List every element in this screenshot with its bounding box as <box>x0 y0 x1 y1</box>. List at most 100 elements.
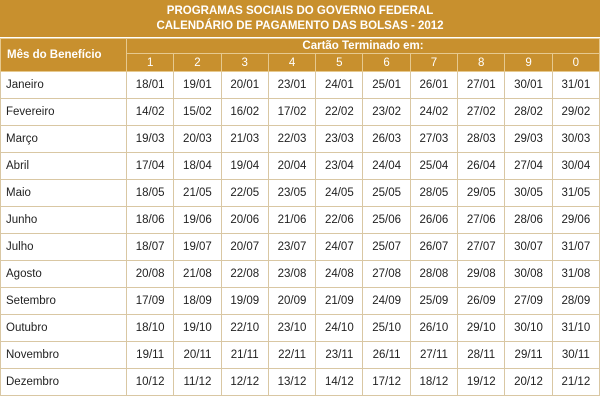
date-cell: 19/12 <box>457 368 506 396</box>
month-cell: Agosto <box>0 260 127 288</box>
table-row: Junho 18/06 19/06 20/06 21/06 22/06 25/06 26/06… <box>0 206 600 234</box>
date-cell: 26/01 <box>409 71 459 99</box>
date-cell: 26/10 <box>409 314 459 342</box>
date-cell: 25/05 <box>362 179 411 207</box>
date-cell: 28/03 <box>457 125 506 153</box>
date-cell: 20/08 <box>125 260 175 288</box>
date-cell: 24/01 <box>315 71 364 99</box>
date-cell: 18/07 <box>125 233 175 261</box>
date-cell: 24/02 <box>409 98 459 126</box>
date-cell: 23/07 <box>267 233 317 261</box>
date-cell: 22/05 <box>220 179 269 207</box>
table-row: Fevereiro 14/02 15/02 16/02 17/02 22/02 23/02 2… <box>0 98 600 126</box>
date-cell: 28/02 <box>504 98 553 126</box>
date-cell: 16/02 <box>220 98 269 126</box>
date-cell: 31/08 <box>551 260 600 288</box>
date-cell: 30/11 <box>551 341 600 369</box>
date-cell: 19/07 <box>173 233 222 261</box>
date-cell: 20/01 <box>220 71 269 99</box>
date-cell: 23/05 <box>267 179 317 207</box>
table-row: Dezembro 10/12 11/12 12/12 13/12 14/12 17/12 18… <box>0 368 600 396</box>
date-cell: 25/04 <box>409 152 459 180</box>
date-cell: 11/12 <box>173 368 222 396</box>
date-cell: 23/04 <box>315 152 364 180</box>
date-cell: 29/06 <box>551 206 600 234</box>
digit-header: 3 <box>220 53 269 72</box>
date-cell: 31/10 <box>551 314 600 342</box>
date-cell: 22/10 <box>220 314 269 342</box>
date-cell: 18/06 <box>125 206 175 234</box>
date-cell: 29/03 <box>504 125 553 153</box>
date-cell: 21/06 <box>267 206 317 234</box>
date-cell: 27/01 <box>457 71 506 99</box>
date-cell: 19/06 <box>173 206 222 234</box>
date-cell: 20/12 <box>504 368 553 396</box>
date-cell: 29/08 <box>457 260 506 288</box>
date-cell: 29/11 <box>504 341 553 369</box>
date-cell: 23/10 <box>267 314 317 342</box>
month-cell: Junho <box>0 206 127 234</box>
month-cell: Fevereiro <box>0 98 127 126</box>
date-cell: 30/05 <box>504 179 553 207</box>
digit-header: 1 <box>125 53 175 72</box>
date-cell: 19/10 <box>173 314 222 342</box>
title-line-2: CALENDÁRIO DE PAGAMENTO DAS BOLSAS - 201… <box>156 20 444 32</box>
month-cell: Janeiro <box>0 71 127 99</box>
date-cell: 13/12 <box>267 368 317 396</box>
table-body: Janeiro 18/01 19/01 20/01 23/01 24/01 25/01 26/… <box>0 71 600 396</box>
month-cell: Setembro <box>0 287 127 315</box>
date-cell: 19/04 <box>220 152 269 180</box>
month-cell: Maio <box>0 179 127 207</box>
date-cell: 30/04 <box>551 152 600 180</box>
digit-header: 4 <box>267 53 317 72</box>
date-cell: 17/04 <box>125 152 175 180</box>
digit-header: 2 <box>173 53 222 72</box>
date-cell: 31/05 <box>551 179 600 207</box>
date-cell: 30/07 <box>504 233 553 261</box>
date-cell: 18/09 <box>173 287 222 315</box>
date-cell: 31/01 <box>551 71 600 99</box>
date-cell: 20/04 <box>267 152 317 180</box>
date-cell: 25/07 <box>362 233 411 261</box>
date-cell: 22/03 <box>267 125 317 153</box>
date-cell: 26/07 <box>409 233 459 261</box>
table-row: Março 19/03 20/03 21/03 22/03 23/03 26/03 27/03… <box>0 125 600 153</box>
date-cell: 30/01 <box>504 71 553 99</box>
date-cell: 30/10 <box>504 314 553 342</box>
date-cell: 24/09 <box>362 287 411 315</box>
date-cell: 25/09 <box>409 287 459 315</box>
date-cell: 29/05 <box>457 179 506 207</box>
month-cell: Novembro <box>0 341 127 369</box>
date-cell: 21/03 <box>220 125 269 153</box>
date-cell: 23/01 <box>267 71 317 99</box>
date-cell: 22/02 <box>315 98 364 126</box>
table-row: Agosto 20/08 21/08 22/08 23/08 24/08 27/08 28/0… <box>0 260 600 288</box>
date-cell: 24/07 <box>315 233 364 261</box>
title-banner: PROGRAMAS SOCIAIS DO GOVERNO FEDERAL CAL… <box>0 0 600 38</box>
date-cell: 19/11 <box>125 341 175 369</box>
date-cell: 28/09 <box>551 287 600 315</box>
date-cell: 23/02 <box>362 98 411 126</box>
date-cell: 28/11 <box>457 341 506 369</box>
date-cell: 23/11 <box>315 341 364 369</box>
date-cell: 26/06 <box>409 206 459 234</box>
table-row: Abril 17/04 18/04 19/04 20/04 23/04 24/04 25/04… <box>0 152 600 180</box>
date-cell: 30/03 <box>551 125 600 153</box>
date-cell: 14/02 <box>125 98 175 126</box>
date-cell: 12/12 <box>220 368 269 396</box>
date-cell: 27/06 <box>457 206 506 234</box>
date-cell: 22/11 <box>267 341 317 369</box>
date-cell: 18/01 <box>125 71 175 99</box>
month-column-header: Mês do Benefício <box>0 38 127 72</box>
date-cell: 10/12 <box>125 368 175 396</box>
date-cell: 20/11 <box>173 341 222 369</box>
date-cell: 27/09 <box>504 287 553 315</box>
date-cell: 24/10 <box>315 314 364 342</box>
digit-header: 5 <box>315 53 364 72</box>
digit-header: 8 <box>457 53 506 72</box>
date-cell: 26/09 <box>457 287 506 315</box>
table-row: Novembro 19/11 20/11 21/11 22/11 23/11 26/11 27… <box>0 341 600 369</box>
digit-header: 9 <box>504 53 553 72</box>
date-cell: 25/10 <box>362 314 411 342</box>
table-row: Setembro 17/09 18/09 19/09 20/09 21/09 24/09 25… <box>0 287 600 315</box>
